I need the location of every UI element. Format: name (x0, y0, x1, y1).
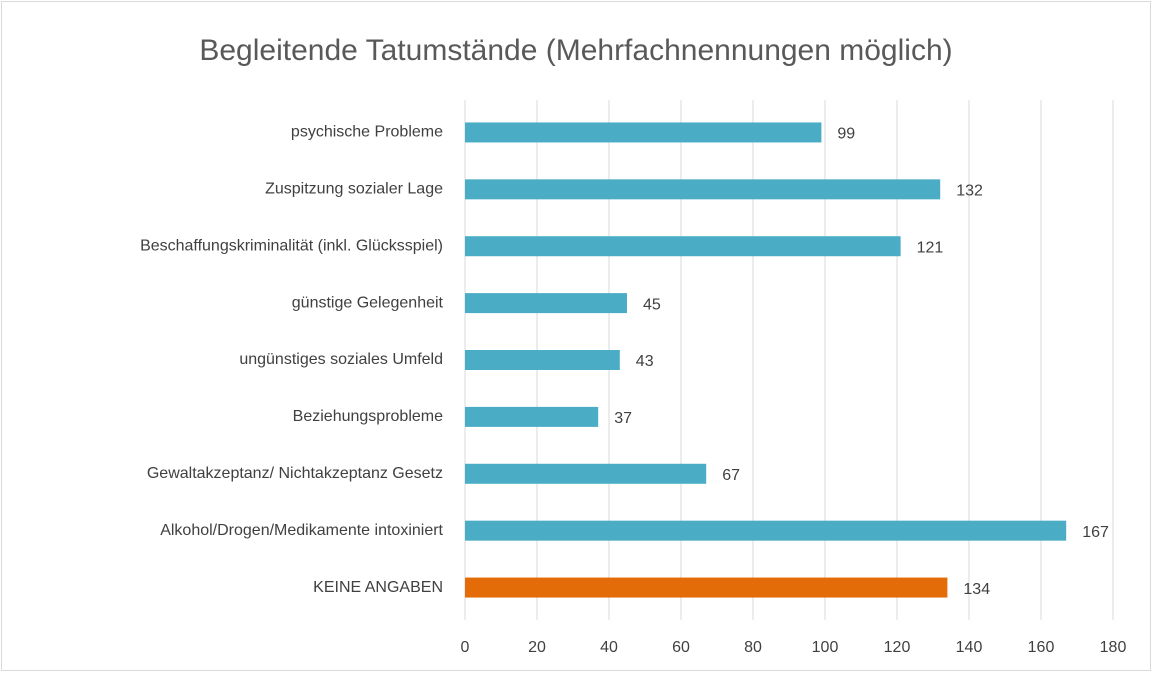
y-tick-label: KEINE ANGABEN (313, 579, 443, 596)
x-tick-label: 80 (744, 639, 762, 656)
y-tick-label: psychische Probleme (291, 124, 443, 141)
x-tick-label: 140 (956, 639, 983, 656)
bar (465, 406, 599, 427)
y-tick-label: Gewaltakzeptanz/ Nichtakzeptanz Gesetz (147, 465, 443, 482)
x-tick-label: 40 (600, 639, 618, 656)
data-label: 37 (614, 410, 632, 427)
data-label: 134 (963, 581, 990, 598)
data-label: 132 (956, 183, 983, 200)
y-tick-label: günstige Gelegenheit (292, 294, 444, 311)
data-label: 167 (1082, 524, 1109, 541)
data-label: 67 (722, 467, 740, 484)
x-tick-label: 60 (672, 639, 690, 656)
bar (465, 236, 901, 257)
x-tick-label: 100 (812, 639, 839, 656)
bar (465, 520, 1067, 541)
data-label: 121 (917, 239, 944, 256)
x-tick-label: 160 (1028, 639, 1055, 656)
x-tick-label: 180 (1100, 639, 1127, 656)
y-tick-label: Alkohol/Drogen/Medikamente intoxiniert (160, 522, 443, 539)
data-label: 45 (643, 296, 661, 313)
bar (465, 179, 941, 200)
x-tick-label: 0 (461, 639, 470, 656)
bar (465, 122, 822, 143)
y-tick-label: Beziehungsprobleme (293, 408, 443, 425)
x-tick-label: 120 (884, 639, 911, 656)
y-tick-label: ungünstiges soziales Umfeld (239, 351, 443, 368)
bar (465, 463, 707, 484)
bar (465, 577, 948, 598)
bar (465, 350, 620, 370)
y-tick-label: Zuspitzung sozialer Lage (265, 181, 443, 198)
bar (465, 293, 627, 314)
data-label: 99 (837, 126, 855, 143)
data-label: 43 (636, 353, 654, 370)
x-tick-label: 20 (528, 639, 546, 656)
y-tick-label: Beschaffungskriminalität (inkl. Glückssp… (140, 237, 443, 254)
chart-title: Begleitende Tatumstände (Mehrfachnennung… (199, 34, 952, 67)
